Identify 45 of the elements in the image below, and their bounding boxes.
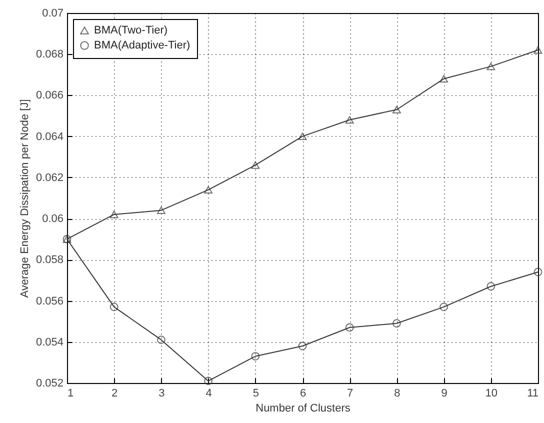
point — [110, 210, 118, 218]
y-tick-label: 0.06 — [42, 213, 64, 226]
point — [156, 206, 166, 214]
point — [204, 376, 213, 386]
x-tick-label: 4 — [206, 388, 212, 400]
point — [345, 323, 354, 332]
point — [298, 342, 307, 350]
x-tick-label: 9 — [441, 388, 448, 400]
point — [534, 46, 542, 54]
y-tick-label: 0.062 — [36, 172, 64, 184]
y-tick-label: 0.056 — [36, 295, 64, 308]
legend-label: BMA(Adaptive-Tier) — [94, 40, 190, 52]
point — [251, 161, 260, 169]
legend-label: BMA(Two-Tier) — [94, 24, 168, 36]
point — [440, 302, 448, 312]
point — [110, 302, 118, 312]
y-tick-label: 0.058 — [36, 254, 64, 266]
x-tick-label: 2 — [112, 388, 118, 400]
point — [298, 132, 307, 140]
point — [156, 336, 166, 344]
point — [204, 186, 213, 194]
x-tick-label: 5 — [252, 388, 259, 400]
point — [534, 268, 542, 276]
point — [486, 62, 496, 70]
point — [345, 116, 354, 124]
x-tick-label: 10 — [485, 388, 498, 400]
y-axis-title: Average Energy Dissipation per Node [J] — [18, 99, 31, 298]
y-tick-label: 0.066 — [36, 90, 64, 102]
y-tick-label: 0.054 — [36, 336, 64, 348]
point — [486, 282, 496, 291]
x-tick-label: 8 — [394, 388, 400, 400]
point — [251, 352, 260, 360]
x-axis-title: Number of Clusters — [256, 402, 351, 414]
point — [440, 75, 448, 82]
point — [392, 106, 401, 114]
y-tick-label: 0.064 — [36, 130, 64, 143]
y-tick-label: 0.052 — [36, 378, 64, 390]
y-tick-label: 0.068 — [36, 48, 64, 61]
x-tick-label: 6 — [300, 388, 306, 400]
x-tick-label: 7 — [347, 388, 354, 400]
x-tick-label: 1 — [68, 388, 74, 400]
x-tick-label: 3 — [158, 388, 165, 400]
y-tick-label: 0.07 — [42, 8, 64, 20]
x-tick-label: 11 — [527, 388, 538, 400]
point — [392, 319, 401, 328]
